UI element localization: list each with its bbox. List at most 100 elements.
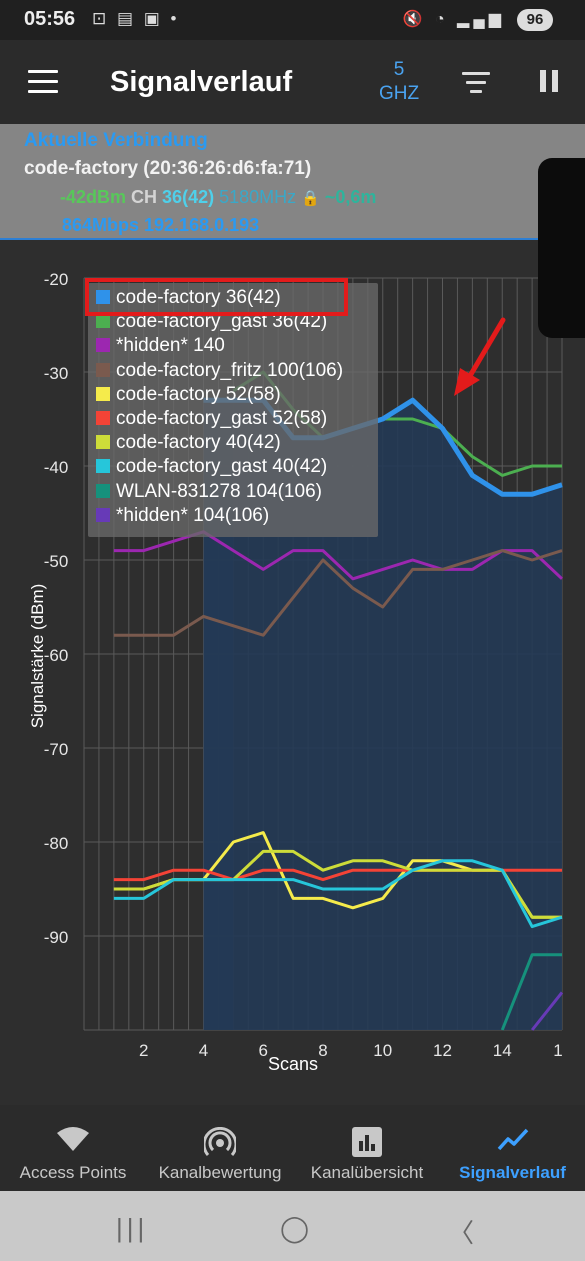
connection-channel: 36(42) <box>162 187 215 207</box>
menu-icon[interactable] <box>28 70 58 94</box>
connection-ssid: code-factory (20:36:26:d6:fa:71) <box>24 158 312 179</box>
x-tick-label: 10 <box>373 1041 392 1060</box>
legend-label: code-factory 36(42) <box>116 287 281 308</box>
system-navigation-bar: ||| ◯ 〈 <box>0 1191 585 1261</box>
nav-label: Kanalübersicht <box>310 1163 424 1182</box>
legend-item: code-factory 36(42) <box>96 287 281 311</box>
pause-icon[interactable] <box>540 70 560 94</box>
x-tick-label: 2 <box>139 1041 148 1060</box>
legend-swatch <box>96 314 110 329</box>
y-tick-label: -50 <box>44 552 69 571</box>
back-button[interactable]: 〈 <box>448 1218 475 1248</box>
connection-header: Aktuelle Verbindung <box>24 130 208 151</box>
legend-item: *hidden* 104(106) <box>96 505 269 529</box>
legend-label: *hidden* 104(106) <box>116 504 270 526</box>
battery-icon: 96 <box>517 9 553 31</box>
x-tick-label: 14 <box>493 1041 512 1060</box>
side-panel-handle[interactable] <box>538 158 585 338</box>
legend-label: code-factory_gast 52(58) <box>116 408 328 429</box>
legend-label: code-factory_gast 36(42) <box>116 311 328 333</box>
series-line <box>113 859 563 929</box>
legend-swatch <box>96 459 110 474</box>
home-button[interactable]: ◯ <box>280 1213 310 1243</box>
nav-kanaluebersicht[interactable]: Kanalübersicht <box>294 1105 440 1191</box>
app-bar: Signalverlauf 5 GHZ <box>0 40 585 124</box>
y-tick-label: -90 <box>44 928 69 947</box>
nav-label: Access Points <box>19 1163 127 1182</box>
series-line <box>500 953 562 1031</box>
connection-signal: -42dBm <box>60 187 127 207</box>
connection-speed-ip: 864Mbps 192.168.0.193 <box>62 215 260 235</box>
nav-label: Signalverlauf <box>459 1163 566 1182</box>
chart-axes: -20 -30 -40 -50 -60 -70 -80 -90 2 4 6 8 10 12 14 1 Scans… <box>28 270 563 1074</box>
legend-swatch <box>96 386 110 401</box>
y-tick-label: -20 <box>44 270 69 289</box>
y-tick-label: -40 <box>44 458 69 477</box>
legend-item: code-factory_gast 40(42) <box>96 456 327 480</box>
nav-label: Kanalbewertung <box>158 1163 282 1182</box>
connection-details: -42dBm CH 36(42) 5180MHz 🔒 ~0,6m <box>60 187 376 208</box>
fill-area <box>203 400 562 1030</box>
signal-rings-icon <box>204 1127 236 1156</box>
line-chart-icon <box>497 1128 528 1151</box>
legend-swatch <box>96 362 110 377</box>
filter-icon[interactable] <box>462 72 490 94</box>
status-bar: 05:56 ⊡ ▤ ▣ • 🔇 ◔ ▂▄▆ 96 <box>0 0 585 40</box>
connection-frequency: 5180MHz <box>219 187 297 207</box>
legend-label: *hidden* 140 <box>116 335 225 357</box>
notification-icons: ⊡ ▤ ▣ • <box>92 9 180 28</box>
legend-swatch <box>96 290 110 304</box>
y-tick-label: -30 <box>44 364 69 383</box>
legend-item: code-factory_fritz 100(106) <box>96 360 343 384</box>
series-line <box>530 991 564 1031</box>
band-selector-button[interactable]: 5 GHZ <box>370 58 428 106</box>
chart-annotation <box>454 317 506 396</box>
legend-item: code-factory_gast 36(42) <box>96 311 327 335</box>
x-tick-label: 1 <box>553 1041 562 1060</box>
highlight-box <box>85 278 348 316</box>
legend-label: code-factory_gast 40(42) <box>116 456 328 478</box>
bar-chart-icon <box>352 1127 382 1157</box>
recent-apps-button[interactable]: ||| <box>116 1213 149 1243</box>
channel-label: CH <box>131 187 158 207</box>
page-title: Signalverlauf <box>110 66 293 98</box>
x-tick-label: 12 <box>433 1041 452 1060</box>
lock-icon: 🔒 <box>301 190 320 207</box>
legend-swatch <box>96 483 110 498</box>
legend-item: WLAN-831278 104(106) <box>96 481 322 505</box>
status-time: 05:56 <box>24 8 76 30</box>
legend-label: code-factory 52(58) <box>116 383 281 405</box>
band-number: 5 <box>393 59 405 80</box>
x-tick-label: 6 <box>259 1041 268 1060</box>
connection-distance: ~0,6m <box>324 187 377 207</box>
y-tick-label: -70 <box>44 740 69 759</box>
legend-label: code-factory_fritz 100(106) <box>116 359 344 381</box>
legend-swatch <box>96 435 110 450</box>
current-connection-panel: Aktuelle Verbindung code-factory (20:36:… <box>0 124 585 240</box>
chart-legend: code-factory 36(42) code-factory_gast 36(… <box>88 283 378 537</box>
arrow-head <box>454 368 480 396</box>
nav-access-points[interactable]: Access Points <box>0 1105 146 1191</box>
bottom-navigation: Access Points Kanalbewertung Kanalübersi… <box>0 1105 585 1191</box>
series-line <box>113 549 563 637</box>
wifi-icon <box>57 1127 89 1151</box>
legend-label: WLAN-831278 104(106) <box>116 480 322 502</box>
y-tick-label: -80 <box>44 834 69 853</box>
signal-history-chart[interactable]: -20 -30 -40 -50 -60 -70 -80 -90 2 4 6 8 10 12 14 1 Scans… <box>0 0 585 1105</box>
legend-swatch <box>96 411 110 425</box>
legend-item: code-factory 40(42) <box>96 432 281 456</box>
nav-kanalbewertung[interactable]: Kanalbewertung <box>146 1105 294 1191</box>
arrow-shaft <box>464 317 506 384</box>
x-tick-label: 4 <box>199 1041 208 1060</box>
legend-swatch <box>96 338 110 353</box>
legend-item: code-factory 52(58) <box>96 384 281 408</box>
legend-swatch <box>96 507 110 522</box>
band-unit: GHZ <box>378 83 420 104</box>
legend-label: code-factory 40(42) <box>116 432 281 454</box>
y-axis-title: Signalstärke (dBm) <box>28 584 47 729</box>
system-icons: 🔇 ◔ ▂▄▆ <box>402 11 505 28</box>
y-tick-label: -60 <box>44 646 69 665</box>
x-axis-title: Scans <box>268 1054 318 1074</box>
nav-signalverlauf[interactable]: Signalverlauf <box>440 1105 585 1191</box>
legend-item: code-factory_gast 52(58) <box>96 408 327 432</box>
